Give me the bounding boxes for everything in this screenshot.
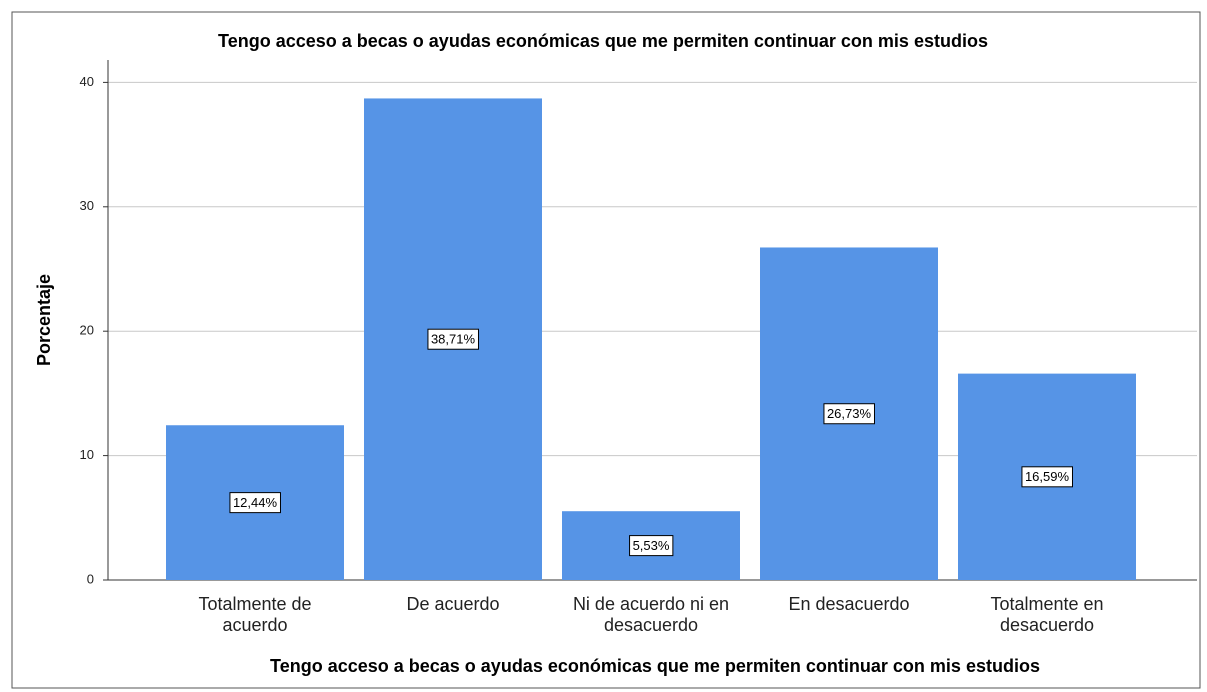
value-label: 16,59%	[1025, 469, 1070, 484]
x-tick-label: En desacuerdo	[788, 594, 910, 614]
frame	[11, 11, 1201, 689]
x-tick-label: Totalmente en desacuerdo	[990, 594, 1104, 635]
y-tick-label: 10	[80, 447, 94, 462]
x-tick-label: Totalmente de acuerdo	[198, 594, 312, 635]
value-label-box	[629, 535, 674, 557]
y-tick-label: 0	[87, 571, 94, 586]
value-label-box	[427, 328, 479, 350]
value-label: 26,73%	[827, 406, 872, 421]
value-label-box	[1021, 466, 1073, 488]
x-tick-label: Ni de acuerdo ni en desacuerdo	[572, 594, 730, 635]
x-tick-label: De acuerdo	[406, 594, 500, 614]
value-label-box	[823, 403, 875, 425]
value-label: 38,71%	[431, 332, 476, 347]
value-label: 5,53%	[633, 538, 670, 553]
chart-title: Tengo acceso a becas o ayudas económicas…	[218, 31, 988, 51]
value-label: 12,44%	[233, 495, 278, 510]
x-axis-title: Tengo acceso a becas o ayudas económicas…	[270, 656, 1040, 676]
y-tick-label: 20	[80, 323, 94, 338]
value-label-box	[229, 492, 281, 514]
y-tick-label: 40	[80, 74, 94, 89]
y-axis-title: Porcentaje	[34, 274, 54, 366]
y-tick-label: 30	[80, 198, 94, 213]
